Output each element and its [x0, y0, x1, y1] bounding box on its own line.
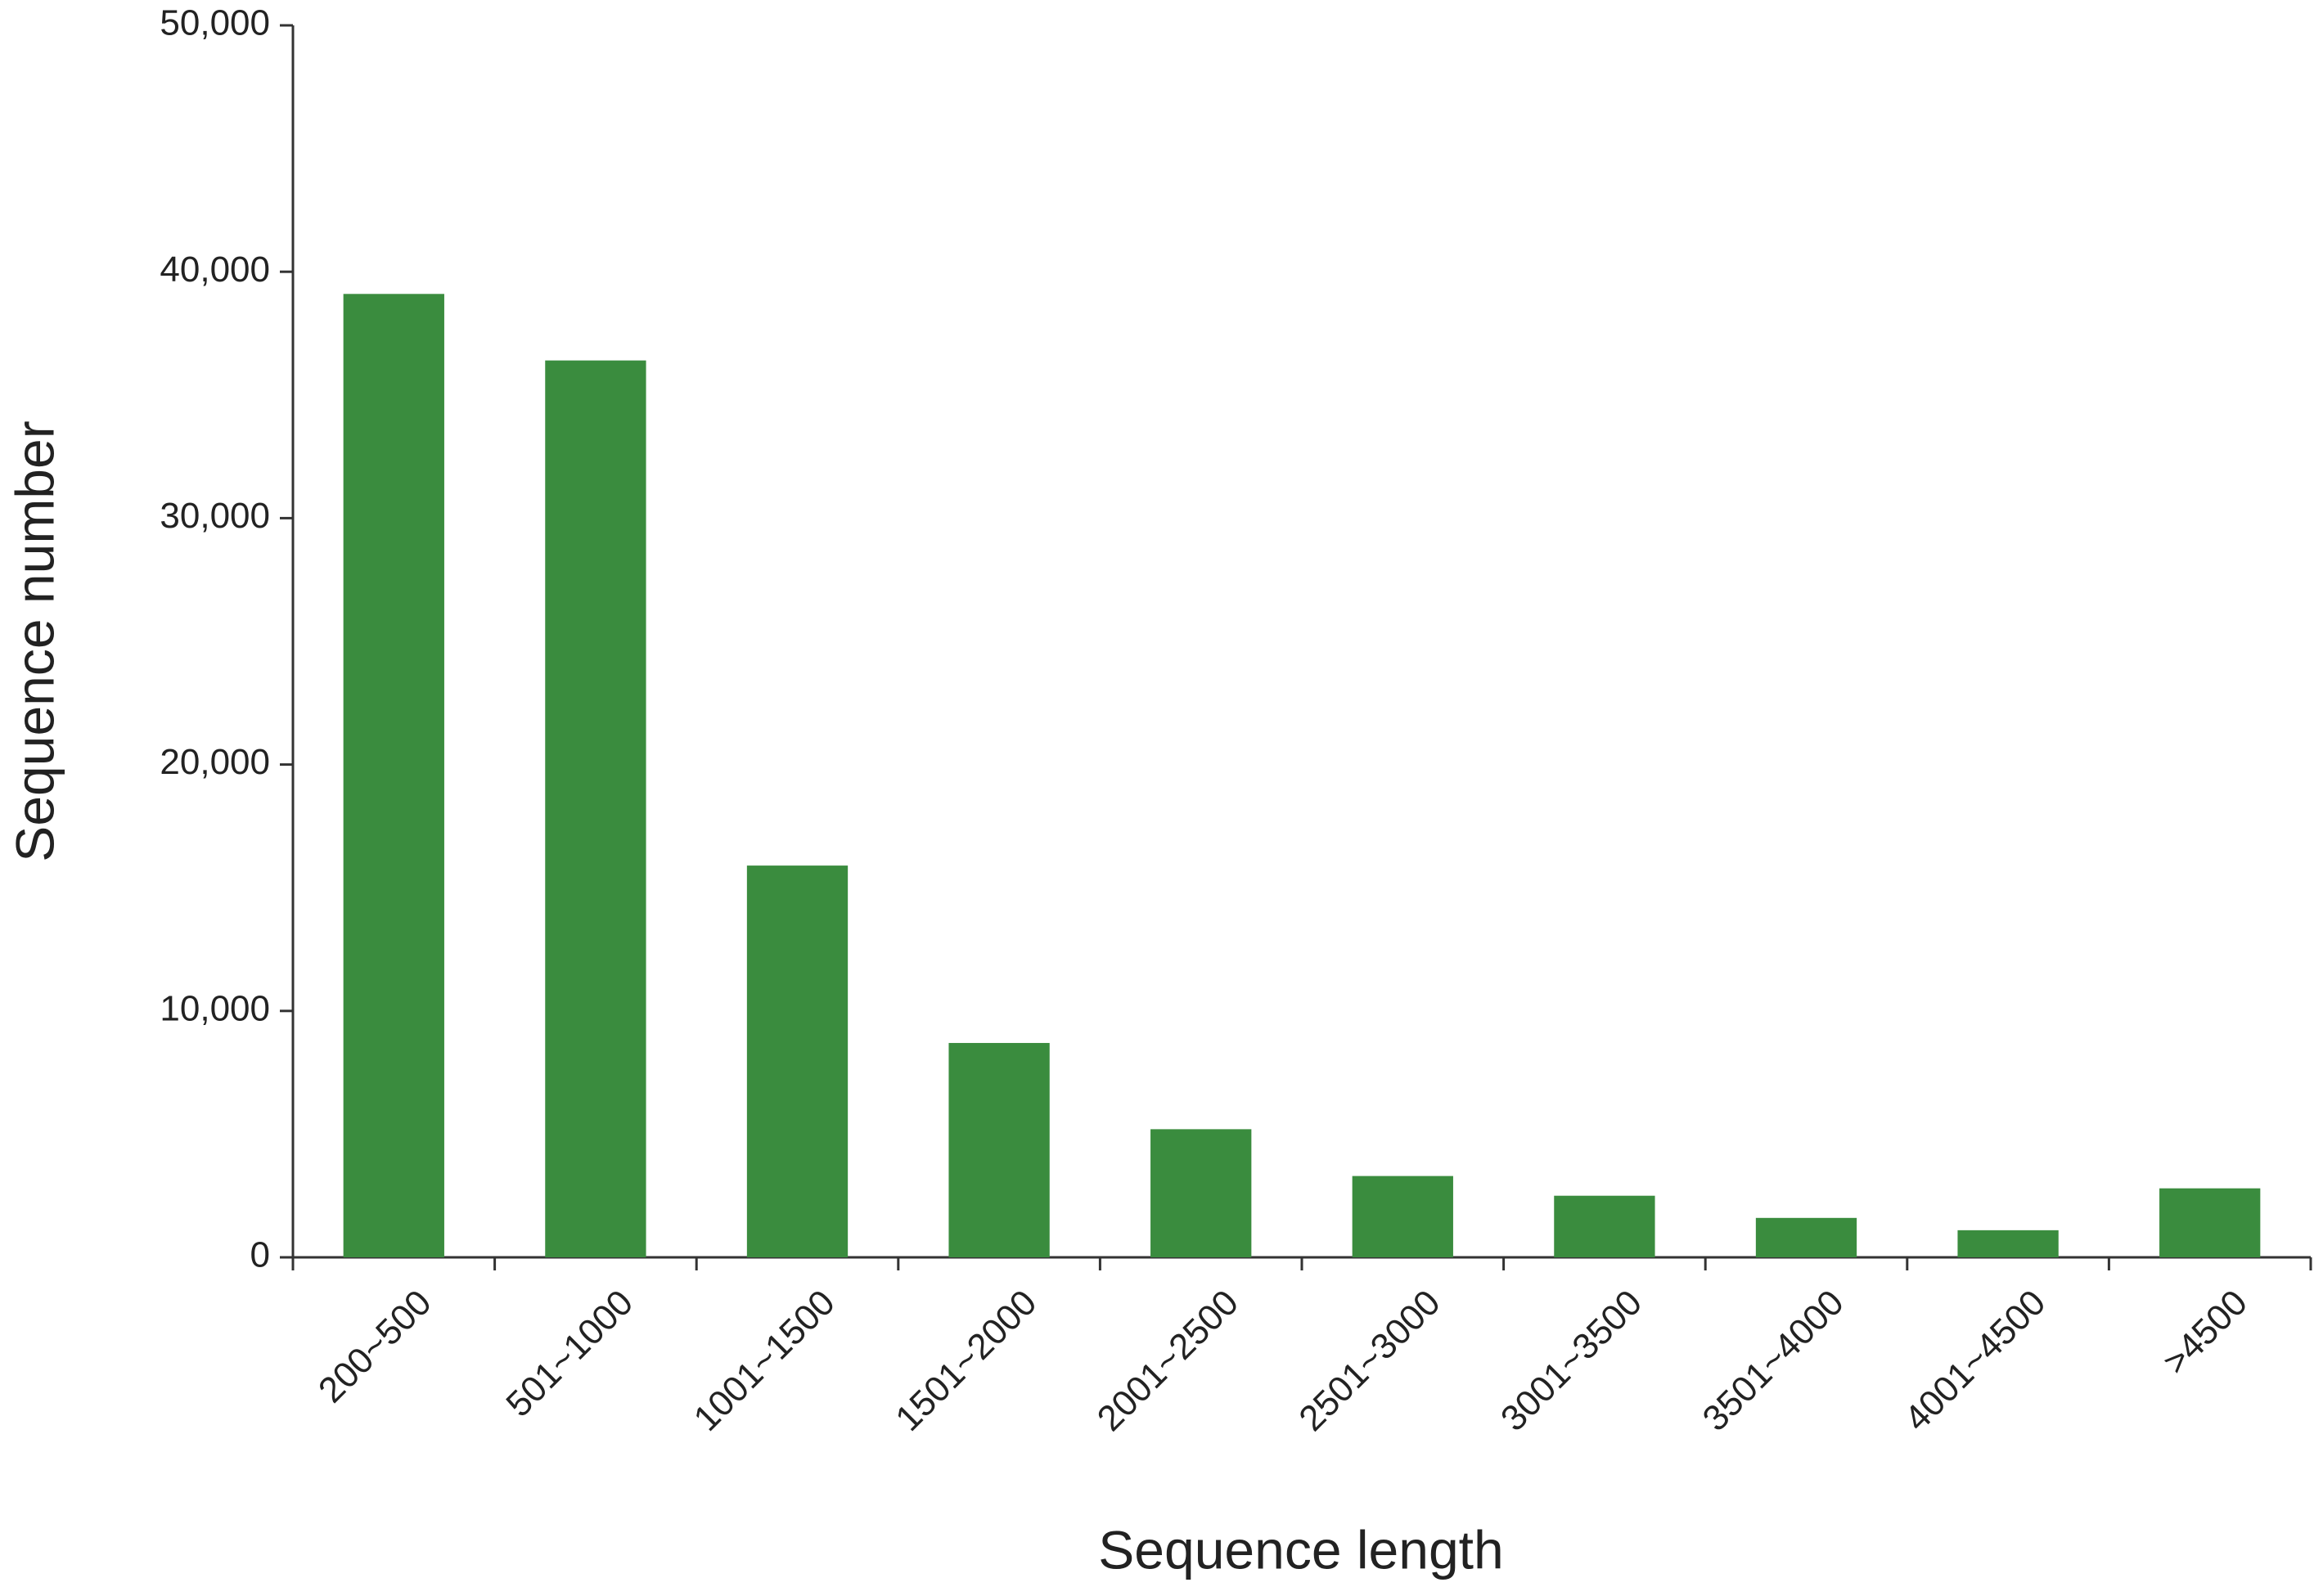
- x-axis-title: Sequence length: [1098, 1519, 1503, 1580]
- y-axis-title: Sequence number: [4, 420, 65, 861]
- bar: [948, 1042, 1050, 1257]
- y-tick-label: 10,000: [160, 988, 270, 1028]
- bar: [2159, 1188, 2261, 1257]
- y-tick-label: 50,000: [160, 3, 270, 43]
- x-tick-label: >4500: [2155, 1283, 2255, 1382]
- bar: [1352, 1176, 1453, 1257]
- y-tick-label: 40,000: [160, 250, 270, 290]
- bar: [746, 865, 849, 1257]
- bar: [1150, 1129, 1252, 1257]
- x-tick-label: 200~500: [311, 1283, 439, 1411]
- bar: [1957, 1230, 2059, 1257]
- x-tick-label: 4001~4500: [1897, 1283, 2053, 1439]
- x-tick-label: 2001~2500: [1090, 1283, 1246, 1439]
- bar: [1755, 1217, 1857, 1257]
- x-tick-label: 3501~4000: [1695, 1283, 1852, 1439]
- x-tick-label: 1501~2000: [888, 1283, 1044, 1439]
- x-tick-label: 1001~1500: [687, 1283, 843, 1439]
- x-tick-label: 2501~3000: [1291, 1283, 1447, 1439]
- bar: [343, 294, 444, 1258]
- x-tick-label: 501~1000: [498, 1283, 641, 1425]
- bar: [545, 360, 646, 1258]
- y-tick-label: 30,000: [160, 496, 270, 536]
- y-tick-label: 0: [250, 1235, 270, 1275]
- bar: [1554, 1195, 1655, 1257]
- y-tick-label: 20,000: [160, 742, 270, 782]
- x-tick-label: 3001~3500: [1493, 1283, 1650, 1439]
